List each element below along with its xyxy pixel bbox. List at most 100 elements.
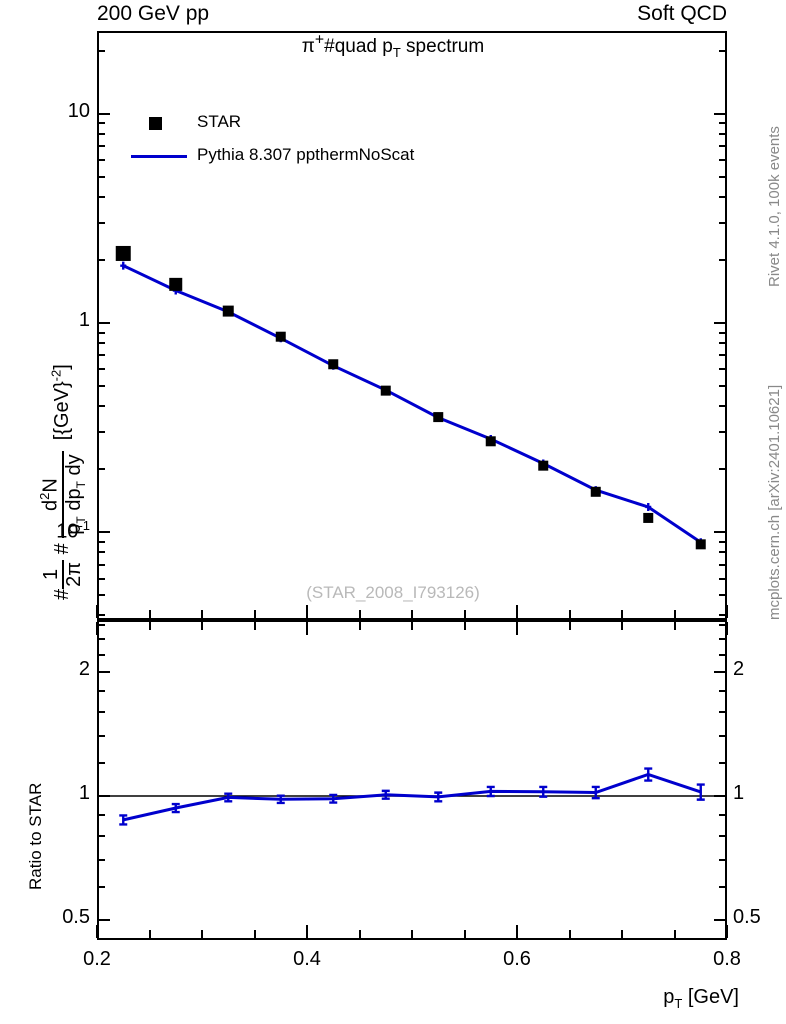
- y-minor-tick: [97, 175, 105, 178]
- y-minor-tick: [719, 384, 727, 387]
- x-tick-top-ratio: [726, 622, 728, 635]
- ratio-y-tick-label-right: 1: [733, 782, 745, 804]
- x-tick-top-ratio: [358, 622, 361, 630]
- y-minor-tick: [719, 368, 727, 371]
- analysis-watermark: (STAR_2008_I793126): [306, 583, 480, 602]
- x-tick-main: [148, 610, 151, 618]
- y-minor-tick: [97, 222, 105, 225]
- y-major-tick: [714, 112, 727, 115]
- x-tick: [568, 930, 571, 938]
- ratio-y-minor-tick: [719, 670, 727, 673]
- ratio-y-minor-tick: [97, 710, 105, 713]
- star-data-point: [643, 512, 654, 523]
- ratio-y-minor-tick: [719, 734, 727, 737]
- ratio-y-minor-tick: [97, 670, 105, 673]
- y-minor-tick: [97, 577, 105, 580]
- ratio-y-minor-tick: [719, 638, 727, 641]
- x-tick: [358, 930, 361, 938]
- x-tick-main: [306, 605, 308, 618]
- x-tick-top-ratio: [673, 622, 676, 630]
- ratio-y-minor-tick: [97, 886, 105, 889]
- y-minor-tick: [97, 145, 105, 148]
- pythia-point: [120, 261, 127, 270]
- y-minor-tick: [97, 49, 105, 52]
- ratio-error-bar: [644, 767, 653, 782]
- star-data-point: [115, 245, 131, 261]
- x-tick: [673, 930, 676, 938]
- y-minor-tick: [719, 159, 727, 162]
- y-tick-label: 1: [78, 309, 90, 331]
- x-tick-top-ratio: [411, 622, 413, 630]
- ratio-error-bar: [434, 791, 443, 803]
- star-data-point: [328, 359, 339, 370]
- x-tick: [253, 930, 256, 938]
- ratio-y-tick-label-right: 0.5: [733, 906, 761, 929]
- y-major-tick: [714, 531, 727, 534]
- ratio-y-minor-tick: [719, 624, 727, 627]
- y-tick-label: 10: [67, 99, 90, 122]
- y-major-tick: [97, 322, 110, 324]
- y-minor-tick: [97, 196, 105, 199]
- y-minor-tick: [719, 145, 727, 148]
- ratio-y-tick-label: 1: [78, 782, 90, 804]
- square-marker-icon: [149, 117, 162, 130]
- star-data-point: [485, 436, 496, 447]
- y-minor-tick: [719, 175, 727, 178]
- star-data-point: [433, 412, 444, 423]
- ratio-y-minor-tick: [97, 834, 105, 837]
- ratio-y-tick-label: 2: [78, 657, 90, 680]
- ratio-error-bar: [696, 783, 705, 801]
- line-marker-icon: [131, 155, 187, 158]
- y-minor-tick: [719, 563, 727, 566]
- y-minor-tick: [97, 368, 105, 371]
- x-tick-main: [96, 605, 98, 618]
- x-tick-main: [516, 605, 518, 618]
- plot-title: π+#quad pT spectrum: [0, 32, 786, 60]
- pythia-curve: [122, 264, 702, 544]
- ratio-y-tick-label: 0.5: [62, 906, 90, 929]
- y-minor-tick: [97, 468, 105, 471]
- star-data-point: [380, 385, 391, 396]
- x-tick-main: [201, 610, 203, 618]
- ratio-error-bar: [119, 814, 128, 826]
- ratio-error-bar: [329, 793, 338, 804]
- y-minor-tick: [719, 577, 727, 580]
- y-minor-tick: [719, 259, 727, 262]
- ratio-error-bar: [539, 785, 548, 798]
- x-tick-top-ratio: [201, 622, 203, 630]
- x-tick-top-ratio: [306, 622, 308, 635]
- y-minor-tick: [719, 222, 727, 225]
- x-tick: [148, 930, 151, 938]
- x-tick-label: 0.6: [503, 948, 531, 970]
- y-minor-tick: [97, 354, 105, 357]
- star-data-point: [538, 460, 549, 471]
- x-tick-top-ratio: [621, 622, 623, 630]
- x-tick: [726, 925, 728, 938]
- ratio-y-minor-tick: [719, 919, 727, 922]
- ratio-error-bar: [224, 792, 233, 803]
- ratio-y-minor-tick: [97, 813, 105, 816]
- x-tick: [411, 930, 413, 938]
- y-minor-tick: [97, 540, 105, 543]
- y-minor-tick: [719, 405, 727, 408]
- star-data-point: [222, 305, 234, 317]
- ratio-y-minor-tick: [719, 834, 727, 837]
- ratio-error-bar: [171, 802, 180, 814]
- y-minor-tick: [97, 551, 105, 554]
- x-tick-main: [411, 610, 413, 618]
- x-tick: [201, 930, 203, 938]
- ratio-error-bar: [276, 794, 285, 805]
- x-tick-label: 0.2: [83, 948, 111, 970]
- star-data-point: [169, 277, 183, 291]
- x-tick-top-ratio: [96, 622, 98, 635]
- y-minor-tick: [719, 331, 727, 334]
- star-data-point: [275, 331, 286, 342]
- ratio-y-minor-tick: [719, 886, 727, 889]
- header-right-label: Soft QCD: [637, 2, 727, 25]
- x-tick-main: [568, 610, 571, 618]
- x-tick-top-ratio: [253, 622, 256, 630]
- star-data-point: [590, 486, 601, 497]
- x-tick-top-ratio: [463, 622, 466, 630]
- x-tick: [96, 925, 98, 938]
